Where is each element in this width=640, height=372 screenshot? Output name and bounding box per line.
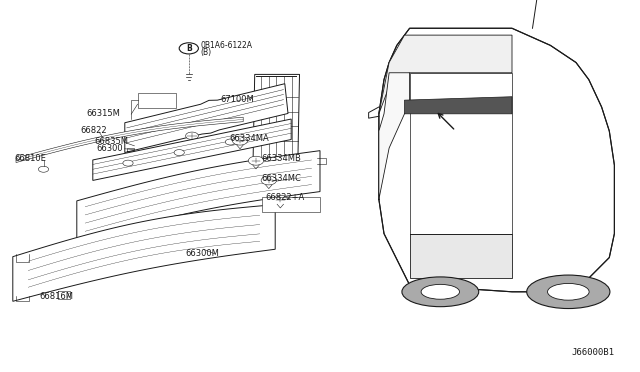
Polygon shape xyxy=(404,97,512,114)
Text: J66000B1: J66000B1 xyxy=(572,348,614,357)
Circle shape xyxy=(248,156,264,165)
Polygon shape xyxy=(379,73,410,199)
Polygon shape xyxy=(410,234,512,278)
Text: 66334MB: 66334MB xyxy=(261,154,301,163)
Polygon shape xyxy=(379,28,614,292)
Circle shape xyxy=(17,155,26,160)
Text: 66822+A: 66822+A xyxy=(266,193,305,202)
Polygon shape xyxy=(262,197,320,212)
Polygon shape xyxy=(138,93,176,108)
Ellipse shape xyxy=(548,283,589,300)
Circle shape xyxy=(186,132,198,140)
Ellipse shape xyxy=(402,277,479,307)
Text: (B): (B) xyxy=(200,48,211,57)
Ellipse shape xyxy=(421,284,460,299)
Circle shape xyxy=(174,150,184,155)
Polygon shape xyxy=(13,205,275,301)
Text: 66835M: 66835M xyxy=(95,137,129,146)
Text: 0B1A6-6122A: 0B1A6-6122A xyxy=(200,41,252,50)
Ellipse shape xyxy=(527,275,610,308)
Text: 66810E: 66810E xyxy=(14,154,46,163)
Text: 66334MA: 66334MA xyxy=(229,134,269,143)
Circle shape xyxy=(232,136,248,145)
Circle shape xyxy=(179,43,198,54)
Polygon shape xyxy=(77,151,320,242)
Circle shape xyxy=(225,139,236,145)
Text: 66315M: 66315M xyxy=(86,109,120,118)
Text: 66334MC: 66334MC xyxy=(261,174,301,183)
Circle shape xyxy=(38,166,49,172)
Circle shape xyxy=(273,195,288,204)
Polygon shape xyxy=(93,119,291,180)
Polygon shape xyxy=(16,117,243,163)
Circle shape xyxy=(123,160,133,166)
Polygon shape xyxy=(379,35,512,114)
Text: 66300: 66300 xyxy=(96,144,123,153)
Text: 67100M: 67100M xyxy=(221,95,255,104)
Text: B: B xyxy=(186,44,191,53)
Polygon shape xyxy=(253,74,300,175)
Polygon shape xyxy=(125,84,288,153)
Circle shape xyxy=(261,176,276,185)
Text: 66816M: 66816M xyxy=(40,292,74,301)
Text: 66822: 66822 xyxy=(80,126,107,135)
Text: 66300M: 66300M xyxy=(186,249,220,258)
